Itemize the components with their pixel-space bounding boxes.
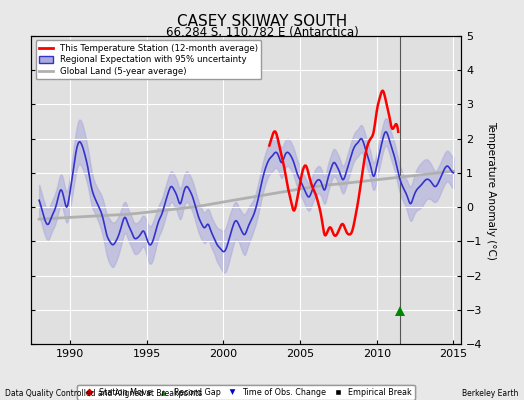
Legend: Station Move, Record Gap, Time of Obs. Change, Empirical Break: Station Move, Record Gap, Time of Obs. C… <box>78 384 415 400</box>
Text: CASEY SKIWAY SOUTH: CASEY SKIWAY SOUTH <box>177 14 347 29</box>
Y-axis label: Temperature Anomaly (°C): Temperature Anomaly (°C) <box>486 120 496 260</box>
Text: Berkeley Earth: Berkeley Earth <box>462 389 519 398</box>
Text: 66.284 S, 110.782 E (Antarctica): 66.284 S, 110.782 E (Antarctica) <box>166 26 358 39</box>
Text: Data Quality Controlled and Aligned at Breakpoints: Data Quality Controlled and Aligned at B… <box>5 389 202 398</box>
